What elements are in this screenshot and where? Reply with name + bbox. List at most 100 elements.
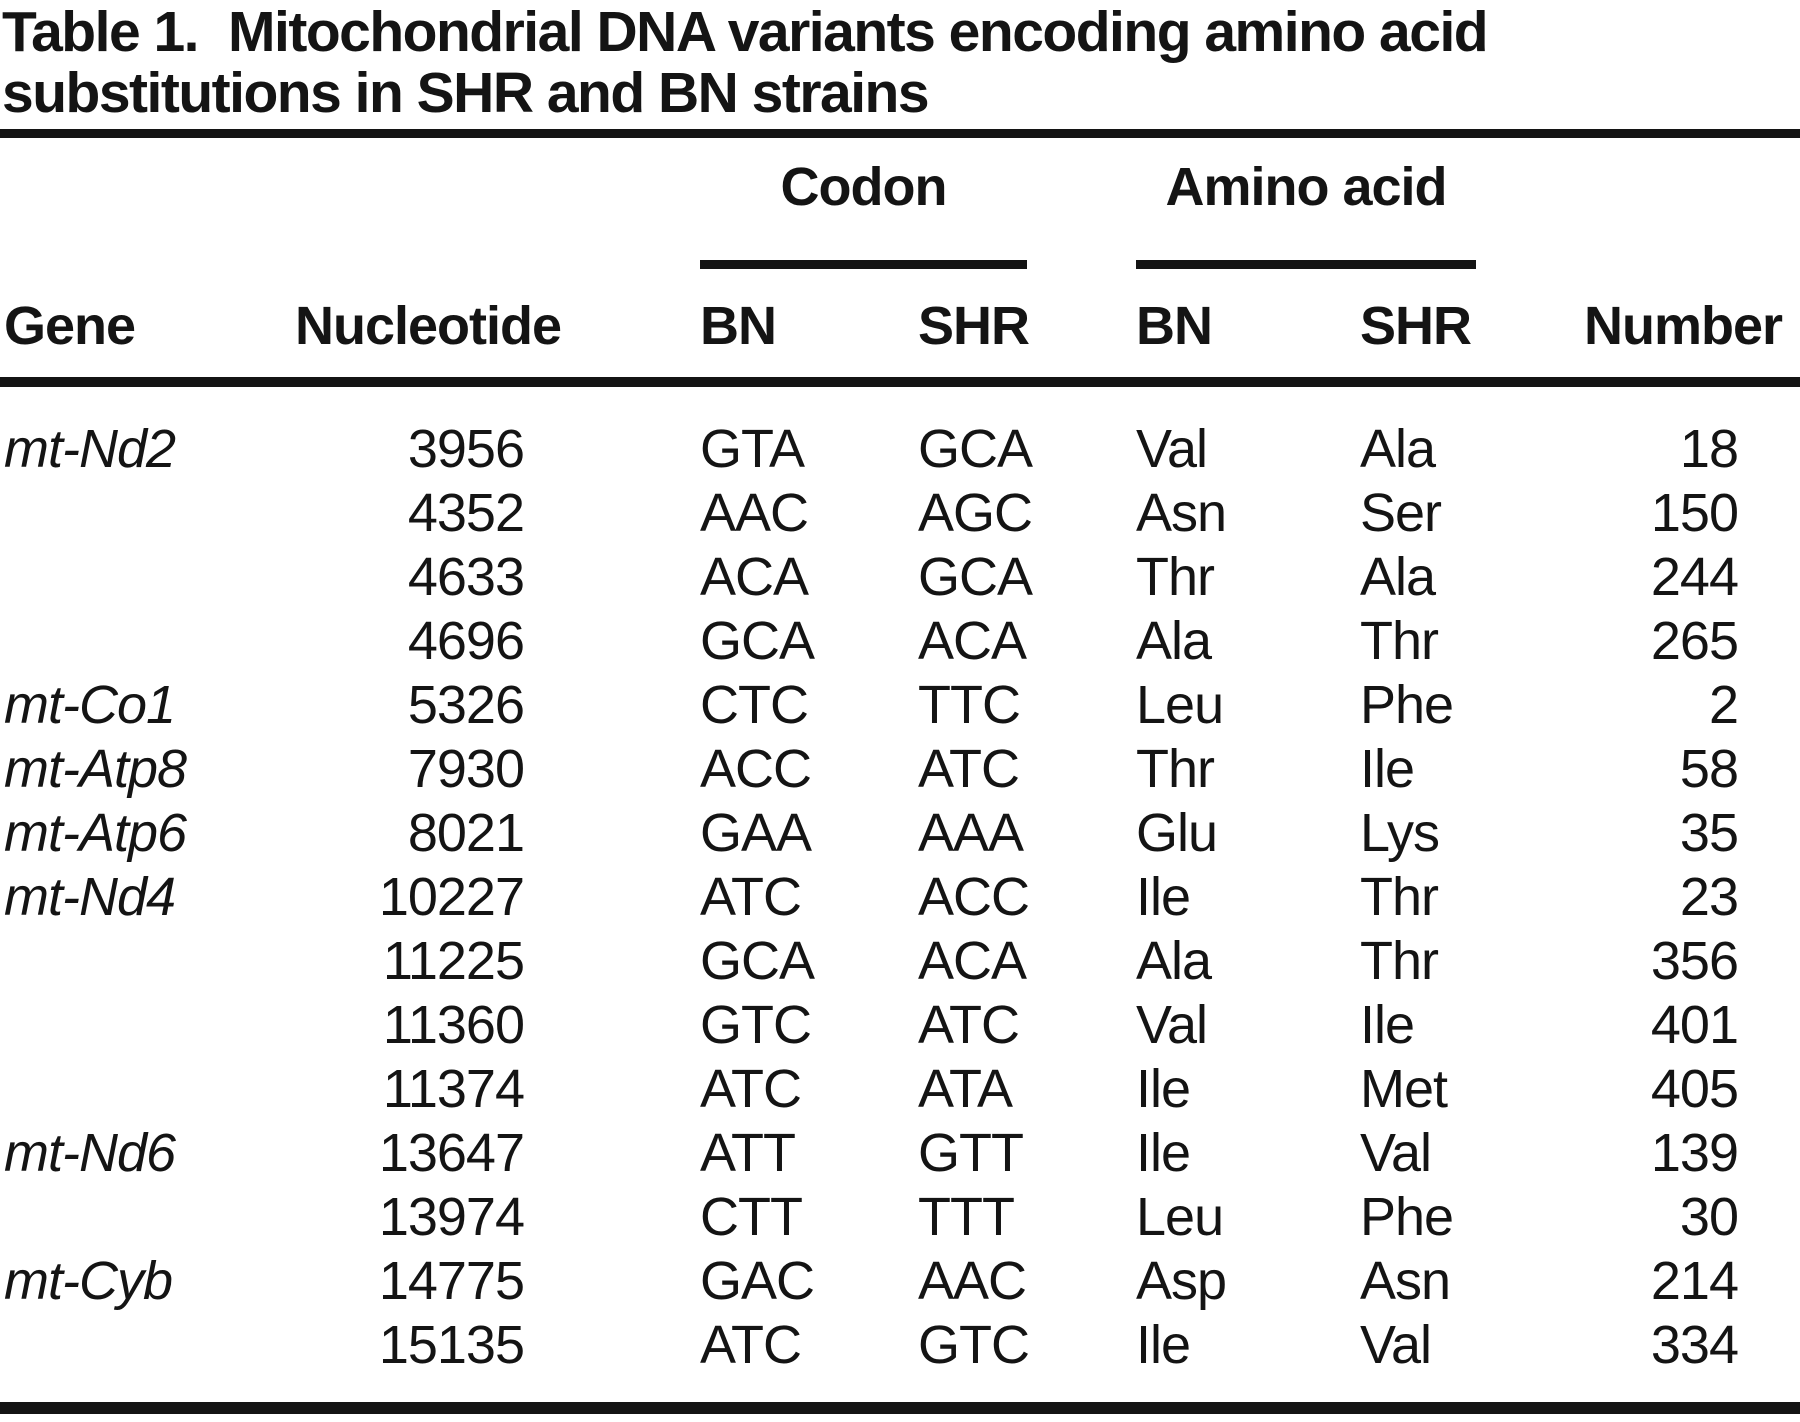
column-header-gene: Gene bbox=[0, 269, 295, 387]
codon-bn-cell: ATT bbox=[700, 1123, 796, 1183]
nucleotide-cell: 15135 bbox=[378, 1315, 525, 1375]
table-row: mt-Atp8 7930 ACC ATC Thr Ile 58 bbox=[0, 737, 1800, 801]
amino-shr-cell: Val bbox=[1360, 1315, 1432, 1375]
group-header-row: Codon Amino acid bbox=[0, 138, 1800, 269]
gene-cell bbox=[0, 993, 295, 1057]
table-row: 11360 GTC ATC Val Ile 401 bbox=[0, 993, 1800, 1057]
table-row: 4696 GCA ACA Ala Thr 265 bbox=[0, 609, 1800, 673]
nucleotide-cell: 14775 bbox=[378, 1251, 525, 1311]
amino-shr-cell: Thr bbox=[1360, 611, 1439, 671]
number-cell: 23 bbox=[1679, 867, 1739, 927]
codon-shr-cell: ATC bbox=[918, 995, 1020, 1055]
codon-shr-cell: ACC bbox=[918, 867, 1030, 927]
number-cell: 265 bbox=[1650, 611, 1739, 671]
amino-bn-cell: Thr bbox=[1136, 739, 1215, 799]
codon-shr-cell: GCA bbox=[918, 419, 1033, 479]
codon-bn-cell: GTA bbox=[700, 419, 805, 479]
amino-bn-cell: Glu bbox=[1136, 803, 1218, 863]
number-cell: 2 bbox=[1708, 675, 1739, 735]
gene-cell bbox=[0, 481, 295, 545]
table-row: mt-Nd6 13647 ATT GTT Ile Val 139 bbox=[0, 1121, 1800, 1185]
nucleotide-cell: 11360 bbox=[382, 995, 525, 1055]
caption-text-line-1: Mitochondrial DNA variants encoding amin… bbox=[228, 0, 1489, 64]
table-row: mt-Nd4 10227 ATC ACC Ile Thr 23 bbox=[0, 865, 1800, 929]
codon-group-cell: Codon bbox=[530, 138, 1136, 269]
table-header: Codon Amino acid Gene Nucleotide BN SHR … bbox=[0, 138, 1800, 387]
codon-bn-cell: ATC bbox=[700, 867, 802, 927]
table-row: 11225 GCA ACA Ala Thr 356 bbox=[0, 929, 1800, 993]
table-body: mt-Nd2 3956 GTA GCA Val Ala 18 4352 AAC … bbox=[0, 382, 1800, 1377]
amino-bn-cell: Thr bbox=[1136, 547, 1215, 607]
codon-shr-cell: ATC bbox=[918, 739, 1020, 799]
nucleotide-cell: 13974 bbox=[378, 1187, 525, 1247]
codon-shr-cell: GTT bbox=[918, 1123, 1024, 1183]
amino-shr-cell: Ala bbox=[1360, 419, 1436, 479]
gene-cell bbox=[0, 1185, 295, 1249]
nucleotide-cell: 4696 bbox=[407, 611, 525, 671]
amino-shr-cell: Met bbox=[1360, 1059, 1448, 1119]
nucleotide-cell: 8021 bbox=[407, 803, 525, 863]
nucleotide-cell: 4633 bbox=[407, 547, 525, 607]
table-row: mt-Nd2 3956 GTA GCA Val Ala 18 bbox=[0, 382, 1800, 481]
codon-bn-cell: GAA bbox=[700, 803, 812, 863]
number-cell: 35 bbox=[1679, 803, 1739, 863]
nucleotide-cell: 3956 bbox=[407, 419, 525, 479]
codon-bn-cell: GAC bbox=[700, 1251, 815, 1311]
amino-bn-cell: Ala bbox=[1136, 931, 1212, 991]
amino-bn-cell: Val bbox=[1136, 995, 1208, 1055]
gene-cell bbox=[0, 1313, 295, 1377]
amino-bn-cell: Ile bbox=[1136, 867, 1191, 927]
amino-shr-cell: Phe bbox=[1360, 675, 1454, 735]
table-row: mt-Co1 5326 CTC TTC Leu Phe 2 bbox=[0, 673, 1800, 737]
codon-shr-cell: GCA bbox=[918, 547, 1033, 607]
table-caption: Table 1. Mitochondrial DNA variants encod… bbox=[0, 0, 1800, 124]
group-spacer bbox=[0, 138, 295, 269]
amino-shr-cell: Lys bbox=[1360, 803, 1440, 863]
nucleotide-cell: 13647 bbox=[378, 1123, 525, 1183]
gene-cell: mt-Cyb bbox=[4, 1251, 173, 1311]
gene-cell bbox=[0, 929, 295, 993]
amino-shr-cell: Val bbox=[1360, 1123, 1432, 1183]
amino-bn-cell: Ala bbox=[1136, 611, 1212, 671]
gene-cell: mt-Atp6 bbox=[4, 803, 187, 863]
codon-bn-cell: GCA bbox=[700, 611, 815, 671]
amino-shr-cell: Ile bbox=[1360, 995, 1415, 1055]
gene-cell: mt-Nd4 bbox=[4, 867, 176, 927]
number-cell: 405 bbox=[1650, 1059, 1739, 1119]
nucleotide-cell: 11374 bbox=[382, 1059, 525, 1119]
codon-shr-cell: AAC bbox=[918, 1251, 1027, 1311]
table-row: 15135 ATC GTC Ile Val 334 bbox=[0, 1313, 1800, 1377]
gene-cell bbox=[0, 609, 295, 673]
amino-shr-cell: Phe bbox=[1360, 1187, 1454, 1247]
number-cell: 356 bbox=[1650, 931, 1739, 991]
table-row: 4352 AAC AGC Asn Ser 150 bbox=[0, 481, 1800, 545]
gene-cell: mt-Atp8 bbox=[4, 739, 187, 799]
column-header-row: Gene Nucleotide BN SHR BN SHR Number bbox=[0, 269, 1800, 387]
group-spacer bbox=[295, 138, 530, 269]
nucleotide-cell: 11225 bbox=[382, 931, 525, 991]
table-row: mt-Cyb 14775 GAC AAC Asp Asn 214 bbox=[0, 1249, 1800, 1313]
table-row: mt-Atp6 8021 GAA AAA Glu Lys 35 bbox=[0, 801, 1800, 865]
column-header-amino-shr: SHR bbox=[1360, 269, 1584, 387]
number-cell: 401 bbox=[1650, 995, 1739, 1055]
codon-shr-cell: AGC bbox=[918, 483, 1033, 543]
codon-bn-cell: CTT bbox=[700, 1187, 803, 1247]
table-row: 4633 ACA GCA Thr Ala 244 bbox=[0, 545, 1800, 609]
amino-acid-group-header: Amino acid bbox=[1136, 156, 1476, 269]
column-header-codon-shr: SHR bbox=[918, 269, 1136, 387]
amino-shr-cell: Asn bbox=[1360, 1251, 1451, 1311]
column-header-nucleotide: Nucleotide bbox=[295, 269, 562, 387]
amino-shr-cell: Ser bbox=[1360, 483, 1442, 543]
number-cell: 334 bbox=[1650, 1315, 1739, 1375]
top-rule bbox=[0, 129, 1800, 138]
number-cell: 18 bbox=[1679, 419, 1739, 479]
variants-table: Codon Amino acid Gene Nucleotide BN SHR … bbox=[0, 138, 1800, 1377]
codon-bn-cell: ACA bbox=[700, 547, 809, 607]
amino-bn-cell: Val bbox=[1136, 419, 1208, 479]
column-header-codon-bn: BN bbox=[530, 269, 918, 387]
nucleotide-cell: 7930 bbox=[407, 739, 525, 799]
table-row: 13974 CTT TTT Leu Phe 30 bbox=[0, 1185, 1800, 1249]
codon-shr-cell: ACA bbox=[918, 611, 1027, 671]
caption-line-1: Table 1. Mitochondrial DNA variants encod… bbox=[2, 2, 1800, 63]
amino-shr-cell: Thr bbox=[1360, 867, 1439, 927]
